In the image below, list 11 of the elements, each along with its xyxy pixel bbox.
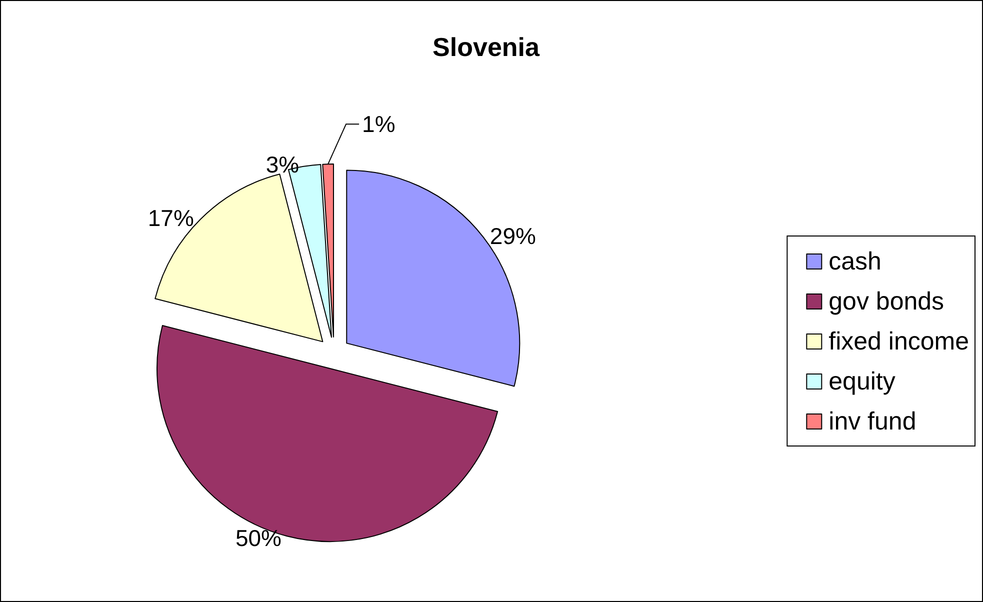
legend-label: cash [828,248,882,276]
legend-label: fixed income [828,328,970,356]
data-label: 3% [266,151,300,178]
legend-label: equity [828,368,896,396]
legend-label: gov bonds [828,288,944,316]
data-label: 50% [235,525,282,551]
legend-label: inv fund [828,408,916,436]
chart-title: Slovenia [432,32,540,62]
data-label: 29% [490,222,536,249]
data-label: 1% [362,111,396,138]
data-label: 17% [148,204,194,231]
